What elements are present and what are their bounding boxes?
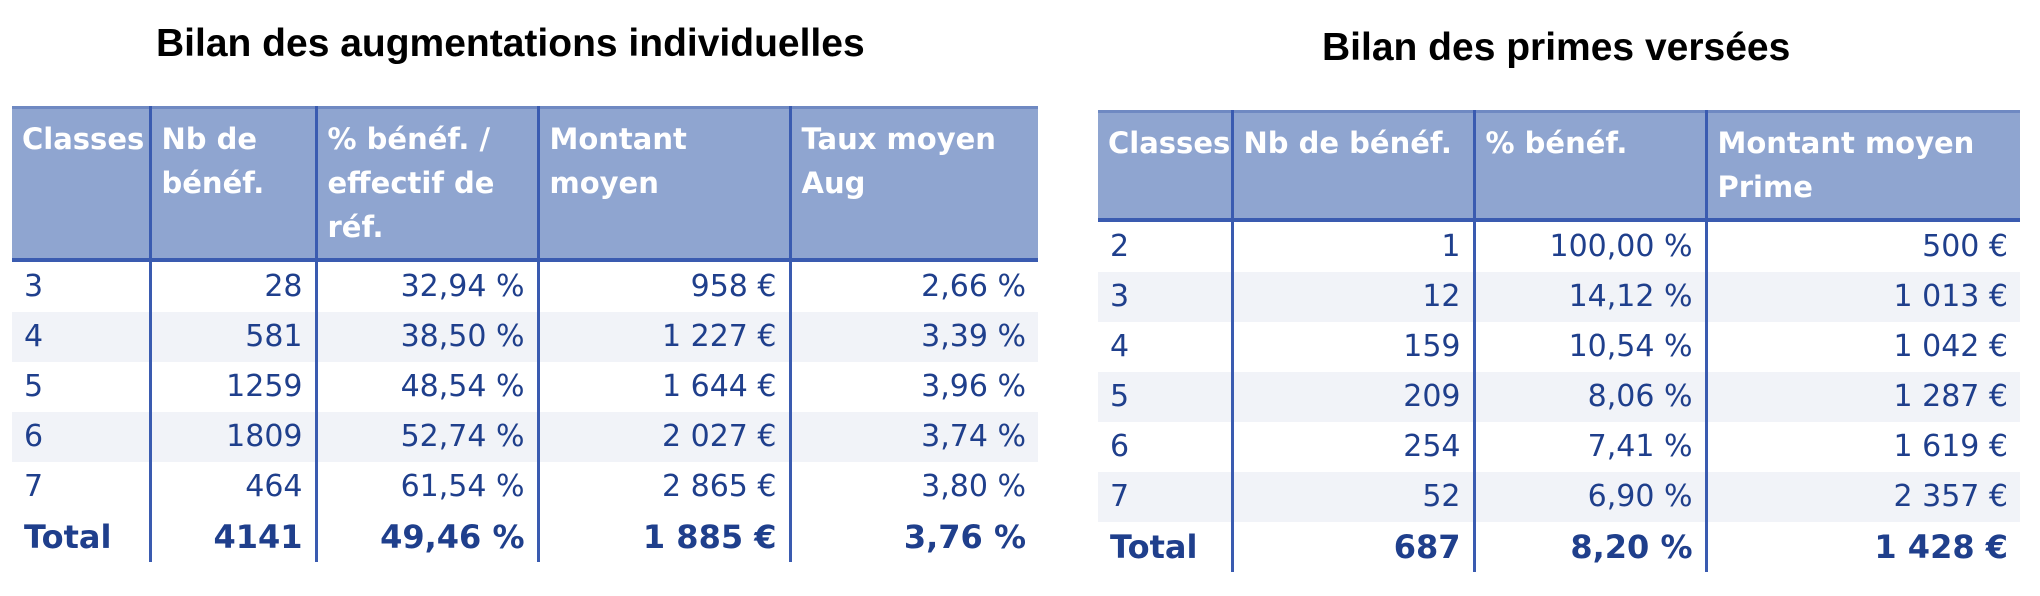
table-cell: 2: [1098, 219, 1234, 272]
left-table-title: Bilan des augmentations individuelles: [156, 22, 865, 65]
column-header: Nb de bénéf.: [150, 106, 318, 260]
total-row: Total 687 8,20 % 1 428 €: [1098, 521, 2020, 572]
total-cell: 1 885 €: [538, 511, 792, 562]
table-cell: 2 027 €: [538, 411, 792, 462]
total-cell: 8,20 %: [1474, 521, 1708, 572]
table-cell: 2 865 €: [538, 461, 792, 512]
table-cell: 52,74 %: [316, 411, 540, 462]
table-cell: 6,90 %: [1474, 471, 1708, 522]
table-cell: 958 €: [538, 259, 792, 312]
table-cell: 38,50 %: [316, 311, 540, 362]
table-cell: 464: [150, 461, 318, 512]
table-cell: 6: [1098, 421, 1234, 472]
column-header: Taux moyen Aug: [790, 106, 1038, 260]
table-cell: 3,39 %: [790, 311, 1038, 362]
table-cell: 52: [1232, 471, 1476, 522]
table-cell: 1809: [150, 411, 318, 462]
column-header: Montant moyen Prime: [1706, 110, 2020, 220]
table-cell: 5: [1098, 371, 1234, 422]
table-row: 7 464 61,54 % 2 865 € 3,80 %: [12, 461, 1038, 512]
column-header: Montant moyen: [538, 106, 792, 260]
table-row: 6 1809 52,74 % 2 027 € 3,74 %: [12, 411, 1038, 462]
table-cell: 7: [12, 461, 152, 512]
table-row: 3 12 14,12 % 1 013 €: [1098, 271, 2020, 322]
table-cell: 1 227 €: [538, 311, 792, 362]
table-cell: 1259: [150, 361, 318, 412]
table-row: 4 159 10,54 % 1 042 €: [1098, 321, 2020, 372]
table-cell: 3: [1098, 271, 1234, 322]
table-cell: 1 644 €: [538, 361, 792, 412]
left-table: Classes Nb de bénéf. % bénéf. / effectif…: [12, 106, 1038, 562]
table-cell: 4: [12, 311, 152, 362]
table-cell: 1: [1232, 219, 1476, 272]
table-cell: 7,41 %: [1474, 421, 1708, 472]
table-row: 7 52 6,90 % 2 357 €: [1098, 471, 2020, 522]
table-cell: 209: [1232, 371, 1476, 422]
table-row: 5 209 8,06 % 1 287 €: [1098, 371, 2020, 422]
table-cell: 254: [1232, 421, 1476, 472]
table-cell: 32,94 %: [316, 259, 540, 312]
table-cell: 3,74 %: [790, 411, 1038, 462]
table-cell: 100,00 %: [1474, 219, 1708, 272]
column-header: % bénéf. / effectif de réf.: [316, 106, 540, 260]
table-cell: 2,66 %: [790, 259, 1038, 312]
table-cell: 48,54 %: [316, 361, 540, 412]
table-cell: 581: [150, 311, 318, 362]
right-table-title: Bilan des primes versées: [1322, 26, 1791, 69]
table-cell: 2 357 €: [1706, 471, 2020, 522]
table-cell: 10,54 %: [1474, 321, 1708, 372]
total-cell: 4141: [150, 511, 318, 562]
right-table: Classes Nb de bénéf. % bénéf. Montant mo…: [1098, 110, 2020, 572]
total-label: Total: [12, 511, 152, 562]
table-cell: 12: [1232, 271, 1476, 322]
total-row: Total 4141 49,46 % 1 885 € 3,76 %: [12, 511, 1038, 562]
table-cell: 14,12 %: [1474, 271, 1708, 322]
table-cell: 3,80 %: [790, 461, 1038, 512]
total-label: Total: [1098, 521, 1234, 572]
table-cell: 1 042 €: [1706, 321, 2020, 372]
table-cell: 8,06 %: [1474, 371, 1708, 422]
table-cell: 7: [1098, 471, 1234, 522]
column-header: Classes: [1098, 110, 1234, 220]
total-cell: 1 428 €: [1706, 521, 2020, 572]
table-cell: 6: [12, 411, 152, 462]
table-row: 4 581 38,50 % 1 227 € 3,39 %: [12, 311, 1038, 362]
table-cell: 28: [150, 259, 318, 312]
total-cell: 3,76 %: [790, 511, 1038, 562]
table-row: 6 254 7,41 % 1 619 €: [1098, 421, 2020, 472]
table-cell: 3,96 %: [790, 361, 1038, 412]
table-cell: 1 287 €: [1706, 371, 2020, 422]
table-cell: 159: [1232, 321, 1476, 372]
table-row: 3 28 32,94 % 958 € 2,66 %: [12, 259, 1038, 312]
table-row: 5 1259 48,54 % 1 644 € 3,96 %: [12, 361, 1038, 412]
table-cell: 5: [12, 361, 152, 412]
total-cell: 687: [1232, 521, 1476, 572]
table-cell: 61,54 %: [316, 461, 540, 512]
column-header: Classes: [12, 106, 152, 260]
column-header: % bénéf.: [1474, 110, 1708, 220]
total-cell: 49,46 %: [316, 511, 540, 562]
table-cell: 1 013 €: [1706, 271, 2020, 322]
table-row: 2 1 100,00 % 500 €: [1098, 219, 2020, 272]
table-cell: 4: [1098, 321, 1234, 372]
table-cell: 3: [12, 259, 152, 312]
table-cell: 500 €: [1706, 219, 2020, 272]
table-cell: 1 619 €: [1706, 421, 2020, 472]
column-header: Nb de bénéf.: [1232, 110, 1476, 220]
